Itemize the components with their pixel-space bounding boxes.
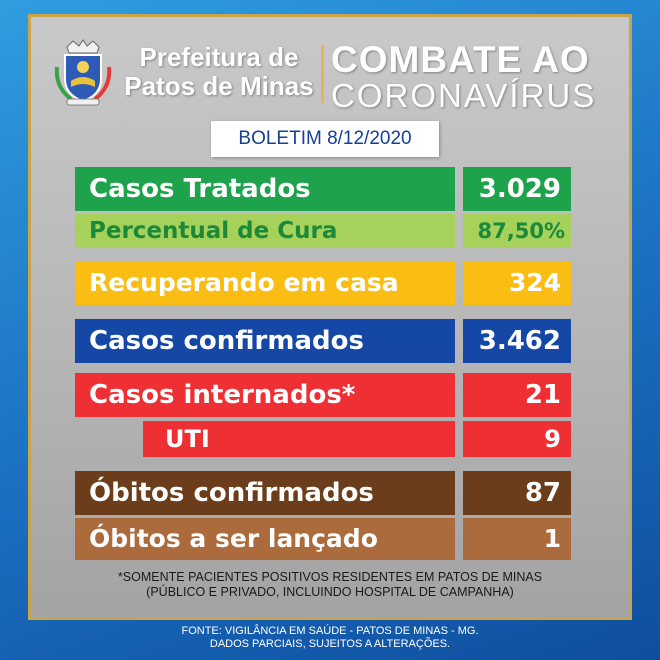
city-name: Prefeitura de Patos de Minas [121, 43, 317, 101]
footnote-line1: *SOMENTE PACIENTES POSITIVOS RESIDENTES … [117, 570, 543, 584]
pending-deaths-label: Óbitos a ser lançado [75, 518, 455, 560]
pending-deaths-value: 1 [463, 518, 571, 560]
hospitalized-cases-label: Casos internados* [75, 373, 455, 417]
confirmed-deaths-label: Óbitos confirmados [75, 471, 455, 515]
city-coat-of-arms-icon [54, 39, 112, 106]
recovering-at-home-label: Recuperando em casa [75, 261, 455, 305]
footnote-line2: (PÚBLICO E PRIVADO, INCLUINDO HOSPITAL D… [146, 585, 514, 599]
confirmed-cases-value: 3.462 [463, 319, 571, 363]
icu-label: UTI [143, 421, 455, 457]
treated-cases-value: 3.029 [463, 167, 571, 211]
city-name-line1: Prefeitura de [139, 42, 299, 72]
source-line1: FONTE: VIGILÂNCIA EM SAÚDE - PATOS DE MI… [181, 625, 479, 637]
campaign-title-line1: COMBATE AO [331, 39, 590, 80]
treated-cases-label: Casos Tratados [75, 167, 455, 211]
header: Prefeitura de Patos de Minas COMBATE AO … [31, 17, 629, 117]
confirmed-deaths-value: 87 [463, 471, 571, 515]
bulletin-card: Prefeitura de Patos de Minas COMBATE AO … [28, 14, 632, 620]
bulletin-date: BOLETIM 8/12/2020 [211, 121, 439, 157]
cure-rate-label: Percentual de Cura [75, 214, 455, 248]
campaign-title-line2: CORONAVÍRUS [331, 77, 597, 114]
source-line2: DADOS PARCIAIS, SUJEITOS A ALTERAÇÕES. [209, 638, 451, 650]
hospitalized-cases-value: 21 [463, 373, 571, 417]
source-footer: FONTE: VIGILÂNCIA EM SAÚDE - PATOS DE MI… [0, 625, 660, 651]
cure-rate-value: 87,50% [463, 214, 571, 248]
footnote: *SOMENTE PACIENTES POSITIVOS RESIDENTES … [31, 570, 629, 600]
header-divider [321, 45, 324, 103]
recovering-at-home-value: 324 [463, 261, 571, 305]
confirmed-cases-label: Casos confirmados [75, 319, 455, 363]
city-name-line2: Patos de Minas [124, 71, 314, 101]
icu-value: 9 [463, 421, 571, 457]
